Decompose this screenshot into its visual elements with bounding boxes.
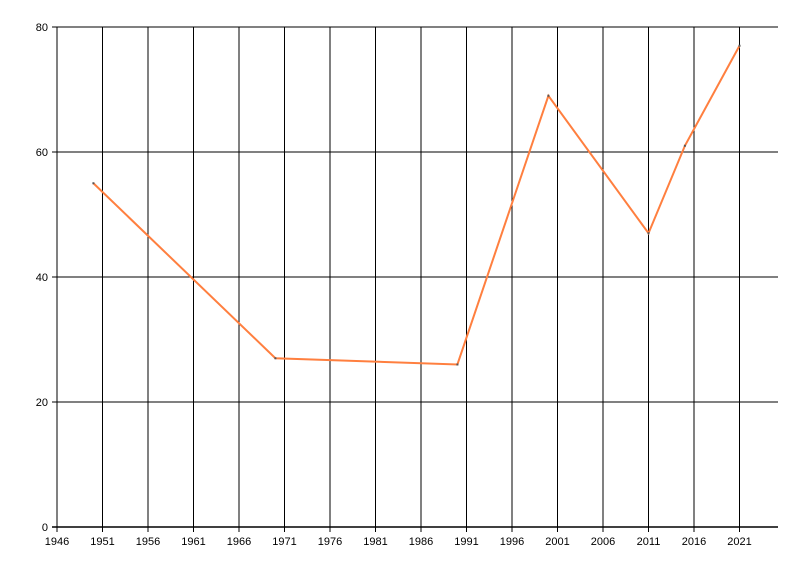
x-tick-label: 1986 — [409, 536, 433, 548]
x-tick-label: 2001 — [545, 536, 569, 548]
data-point — [683, 144, 686, 147]
data-point — [738, 44, 741, 47]
x-tick-label: 2011 — [637, 536, 661, 548]
y-tick-label: 80 — [36, 22, 48, 34]
x-tick-label: 1981 — [363, 536, 387, 548]
x-axis: 1946 1951 1956 1961 1966 1971 1976 1981 1986 1991… — [45, 527, 752, 548]
series-line — [92, 45, 741, 366]
data-point — [647, 232, 650, 235]
grid — [52, 26, 778, 528]
x-tick-label: 1991 — [454, 536, 478, 548]
x-tick-label: 2016 — [682, 536, 706, 548]
data-point — [456, 363, 459, 366]
x-tick-label: 2021 — [727, 536, 751, 548]
data-point — [547, 94, 550, 97]
data-point — [92, 182, 95, 185]
y-tick-label: 0 — [42, 522, 48, 534]
x-tick-label: 1996 — [500, 536, 524, 548]
x-tick-label: 1971 — [272, 536, 296, 548]
x-tick-label: 1976 — [318, 536, 342, 548]
x-tick-label: 1951 — [90, 536, 114, 548]
y-tick-label: 20 — [36, 397, 48, 409]
data-point — [274, 357, 277, 360]
y-tick-label: 60 — [36, 147, 48, 159]
x-tick-label: 1956 — [136, 536, 160, 548]
x-tick-label: 1946 — [45, 536, 69, 548]
x-tick-label: 1966 — [227, 536, 251, 548]
x-tick-label: 1961 — [181, 536, 205, 548]
y-axis: 0 20 40 60 80 — [36, 22, 48, 534]
series-layer — [92, 44, 741, 366]
y-tick-label: 40 — [36, 272, 48, 284]
x-tick-label: 2006 — [591, 536, 615, 548]
